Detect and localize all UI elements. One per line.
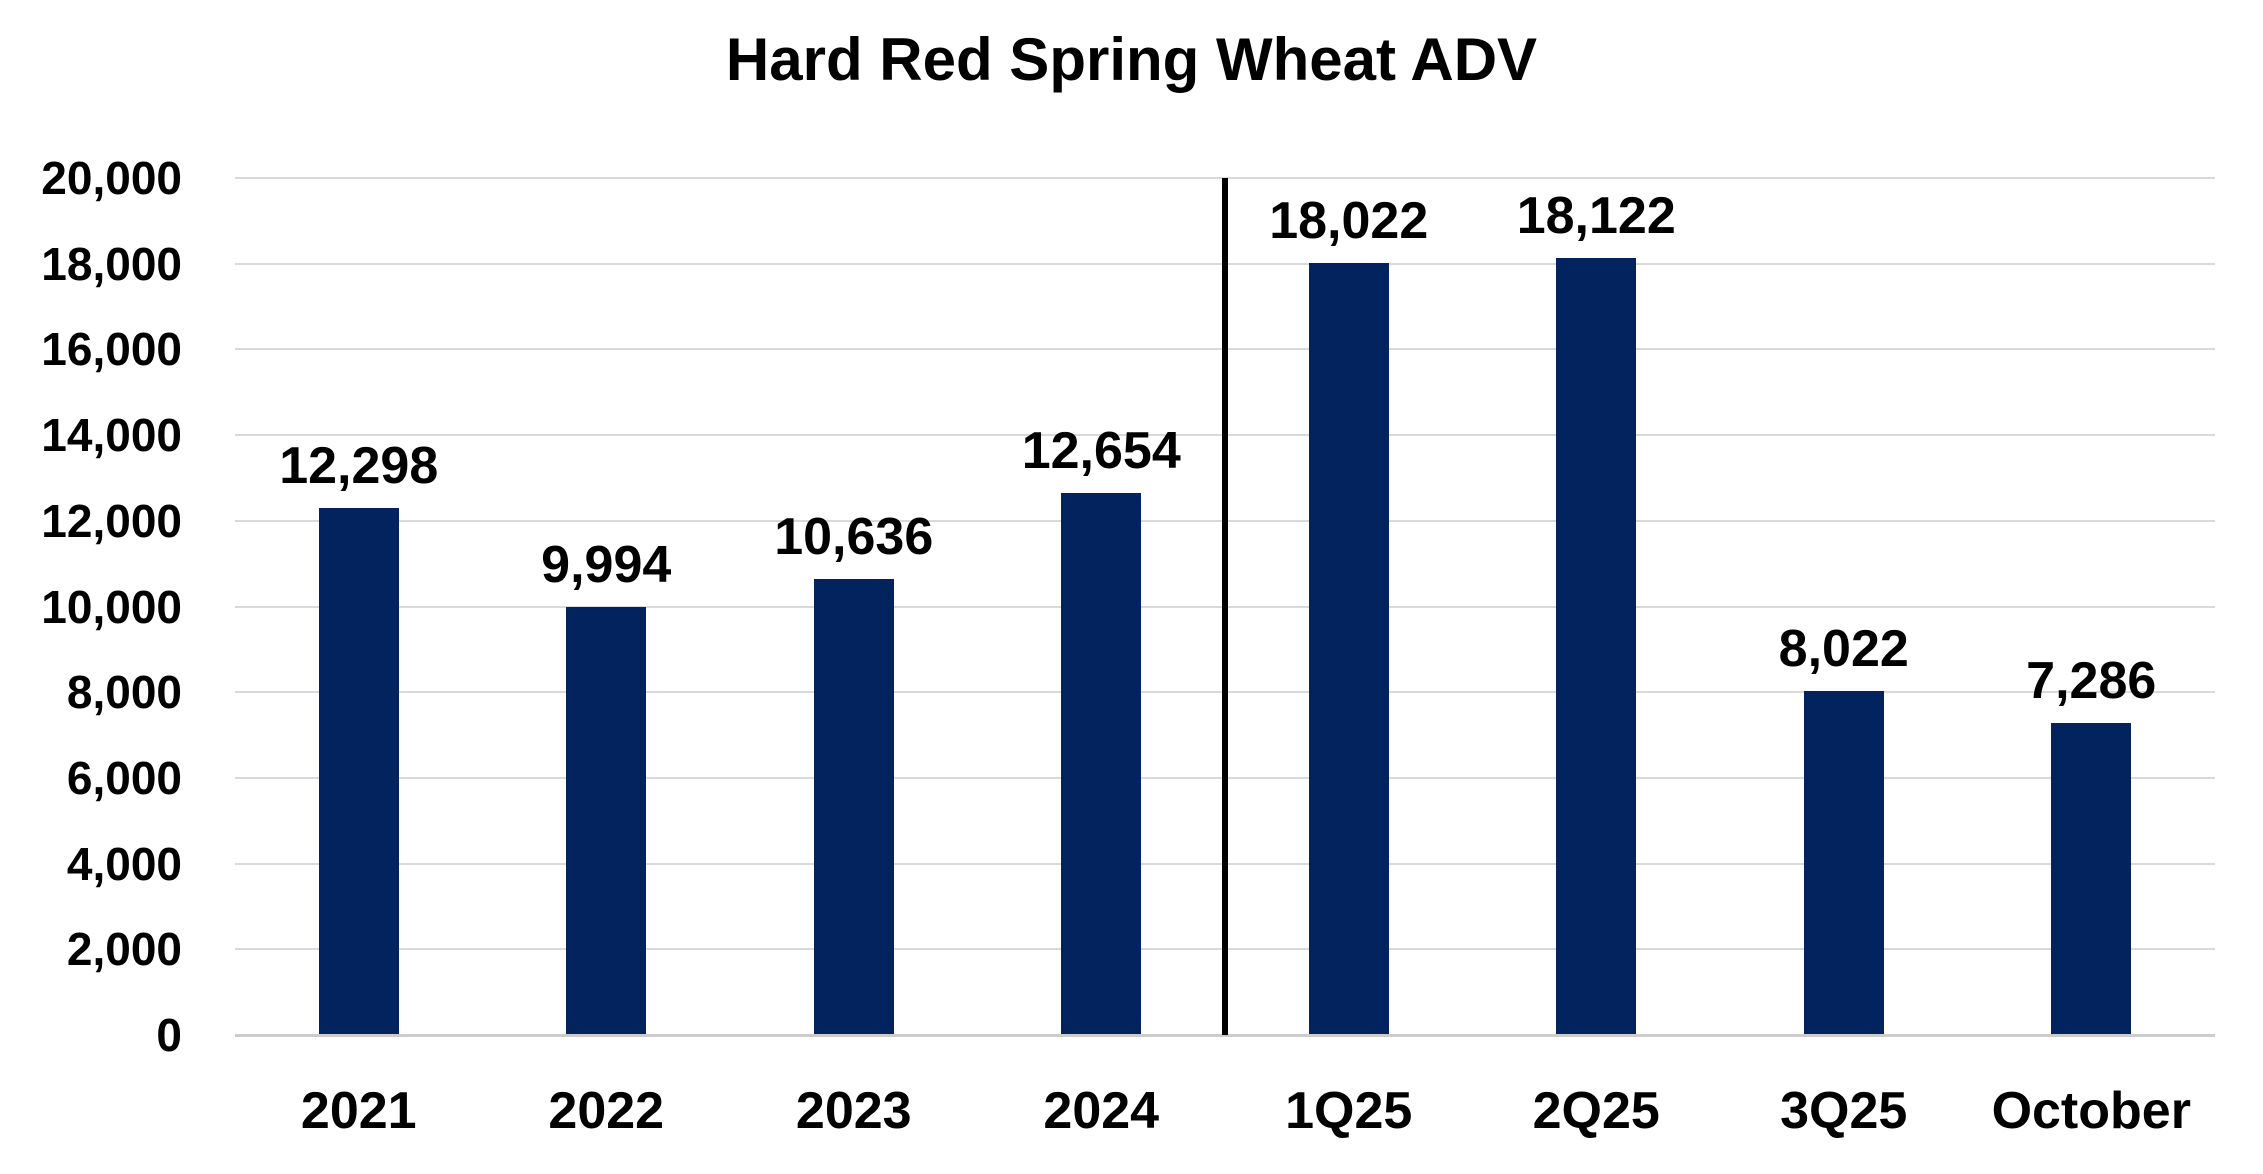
bar-value-label: 7,286 bbox=[2026, 651, 2157, 710]
x-axis-category-label: October bbox=[1991, 1082, 2191, 1140]
bar-value-label: 12,654 bbox=[1021, 421, 1181, 480]
bar-value-label: 18,022 bbox=[1269, 191, 1429, 250]
bar-october bbox=[2051, 722, 2132, 1034]
y-axis-tick-label: 8,000 bbox=[66, 666, 182, 719]
bar-value-label: 18,122 bbox=[1516, 187, 1676, 246]
y-axis-tick-label: 16,000 bbox=[41, 323, 182, 376]
bar-3q25 bbox=[1803, 691, 1884, 1034]
bar-2023 bbox=[813, 579, 894, 1034]
bar-value-label: 9,994 bbox=[541, 535, 672, 594]
x-axis-category-label: 1Q25 bbox=[1285, 1082, 1413, 1140]
y-axis-tick-label: 4,000 bbox=[66, 837, 182, 890]
y-axis-tick-label: 6,000 bbox=[66, 751, 182, 804]
bar-value-label: 12,298 bbox=[279, 437, 439, 496]
chart-title: Hard Red Spring Wheat ADV bbox=[725, 26, 1538, 93]
x-axis-category-label: 2023 bbox=[795, 1082, 912, 1140]
y-axis-tick-label: 10,000 bbox=[41, 580, 182, 633]
x-axis-category-label: 3Q25 bbox=[1780, 1082, 1908, 1140]
bar-value-label: 8,022 bbox=[1778, 620, 1909, 679]
y-axis-tick-label: 18,000 bbox=[41, 237, 182, 290]
bar-2022 bbox=[566, 606, 647, 1034]
y-axis-tick-label: 2,000 bbox=[66, 923, 182, 976]
bar-2021 bbox=[318, 508, 399, 1034]
y-axis-tick-label: 12,000 bbox=[41, 494, 182, 547]
x-axis-category-label: 2Q25 bbox=[1532, 1082, 1660, 1140]
bar-2024 bbox=[1061, 492, 1142, 1034]
y-axis-tick-label: 20,000 bbox=[41, 152, 182, 204]
bar-value-label: 10,636 bbox=[774, 508, 934, 567]
bar-1q25 bbox=[1308, 262, 1389, 1034]
y-axis-tick-label: 0 bbox=[156, 1009, 182, 1061]
x-axis-category-label: 2024 bbox=[1043, 1082, 1160, 1140]
x-axis-category-label: 2022 bbox=[548, 1082, 665, 1140]
x-axis-category-label: 2021 bbox=[300, 1082, 417, 1140]
x-axis-line bbox=[235, 1034, 2215, 1037]
bar-2q25 bbox=[1556, 258, 1637, 1034]
y-axis-tick-label: 14,000 bbox=[41, 409, 182, 462]
period-divider-line bbox=[1222, 178, 1228, 1035]
